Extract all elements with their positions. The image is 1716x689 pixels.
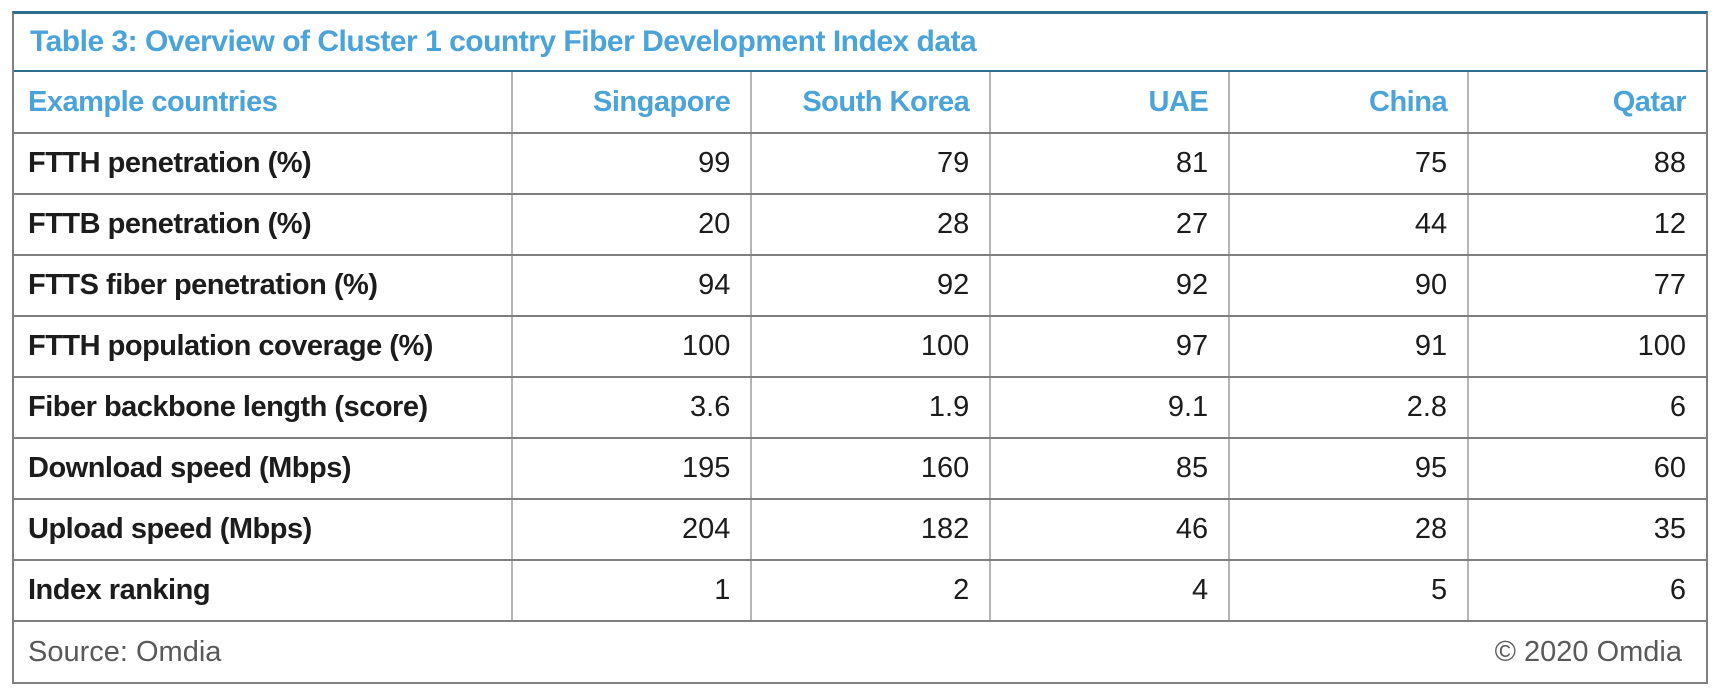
row-label: FTTS fiber penetration (%) xyxy=(28,269,378,301)
column-header-example-countries: Example countries xyxy=(28,85,278,118)
table-row-ftts-fiber-penetration: FTTS fiber penetration (%) 94 92 92 90 77 xyxy=(14,254,1706,315)
header-row: Example countries Singapore South Korea UAE… xyxy=(14,72,1706,132)
table-cell: 160 xyxy=(750,439,989,498)
source-text: Source: Omdia xyxy=(28,635,222,668)
row-label: Upload speed (Mbps) xyxy=(28,513,312,545)
table-cell: 44 xyxy=(1228,195,1467,254)
table-cell: 2 xyxy=(750,561,989,620)
column-header-uae: UAE xyxy=(989,72,1228,132)
table-cell: 28 xyxy=(1228,500,1467,559)
table-cell: 99 xyxy=(511,134,750,193)
row-label: Fiber backbone length (score) xyxy=(28,391,428,423)
copyright-text: © 2020 Omdia xyxy=(1494,635,1682,668)
table-cell: 2.8 xyxy=(1228,378,1467,437)
table-row-ftth-penetration: FTTH penetration (%) 99 79 81 75 88 xyxy=(14,132,1706,193)
table-cell: 12 xyxy=(1467,195,1706,254)
row-label: Download speed (Mbps) xyxy=(28,452,352,484)
table-body: FTTH penetration (%) 99 79 81 75 88 FTTB penet… xyxy=(14,132,1706,620)
fiber-development-index-table: Table 3: Overview of Cluster 1 country F… xyxy=(12,11,1708,684)
table-cell: 6 xyxy=(1467,378,1706,437)
table-cell: 3.6 xyxy=(511,378,750,437)
table-cell: 27 xyxy=(989,195,1228,254)
table-cell: 1.9 xyxy=(750,378,989,437)
table-cell: 97 xyxy=(989,317,1228,376)
table-cell: 79 xyxy=(750,134,989,193)
table-cell: 46 xyxy=(989,500,1228,559)
table-row-fttb-penetration: FTTB penetration (%) 20 28 27 44 12 xyxy=(14,193,1706,254)
table-cell: 5 xyxy=(1228,561,1467,620)
table-row-fiber-backbone-length-score: Fiber backbone length (score) 3.6 1.9 9.1 2.… xyxy=(14,376,1706,437)
table-cell: 1 xyxy=(511,561,750,620)
table-cell: 92 xyxy=(750,256,989,315)
column-header-south-korea: South Korea xyxy=(750,72,989,132)
table-row-upload-speed-mbps: Upload speed (Mbps) 204 182 46 28 35 xyxy=(14,498,1706,559)
table-cell: 95 xyxy=(1228,439,1467,498)
table-cell: 28 xyxy=(750,195,989,254)
table-cell: 6 xyxy=(1467,561,1706,620)
table-cell: 204 xyxy=(511,500,750,559)
row-label: FTTB penetration (%) xyxy=(28,208,312,240)
row-label: FTTH penetration (%) xyxy=(28,147,312,179)
table-cell: 81 xyxy=(989,134,1228,193)
table-cell: 20 xyxy=(511,195,750,254)
column-header-qatar: Qatar xyxy=(1467,72,1706,132)
table-cell: 90 xyxy=(1228,256,1467,315)
table-cell: 9.1 xyxy=(989,378,1228,437)
table-cell: 75 xyxy=(1228,134,1467,193)
table-title: Table 3: Overview of Cluster 1 country F… xyxy=(14,14,1706,72)
table-cell: 35 xyxy=(1467,500,1706,559)
table-footer: Source: Omdia © 2020 Omdia xyxy=(14,620,1706,682)
table-cell: 195 xyxy=(511,439,750,498)
table-row-index-ranking: Index ranking 1 2 4 5 6 xyxy=(14,559,1706,620)
table-cell: 94 xyxy=(511,256,750,315)
column-header-china: China xyxy=(1228,72,1467,132)
table-row-download-speed-mbps: Download speed (Mbps) 195 160 85 95 60 xyxy=(14,437,1706,498)
table-cell: 85 xyxy=(989,439,1228,498)
table-cell: 100 xyxy=(1467,317,1706,376)
table-cell: 60 xyxy=(1467,439,1706,498)
table-cell: 77 xyxy=(1467,256,1706,315)
row-label: Index ranking xyxy=(28,574,211,606)
table-cell: 100 xyxy=(750,317,989,376)
table-cell: 100 xyxy=(511,317,750,376)
table-cell: 4 xyxy=(989,561,1228,620)
table-cell: 182 xyxy=(750,500,989,559)
table-cell: 92 xyxy=(989,256,1228,315)
table-row-ftth-population-coverage: FTTH population coverage (%) 100 100 97 91 10… xyxy=(14,315,1706,376)
row-label: FTTH population coverage (%) xyxy=(28,330,433,362)
table-cell: 88 xyxy=(1467,134,1706,193)
column-header-singapore: Singapore xyxy=(511,72,750,132)
table-cell: 91 xyxy=(1228,317,1467,376)
